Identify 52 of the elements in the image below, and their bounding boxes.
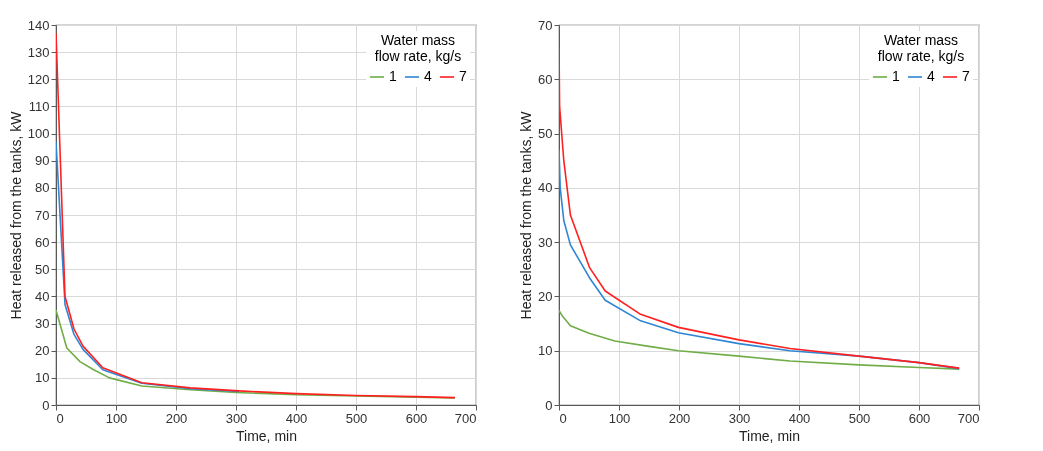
x-tick-label: 700 [957,410,980,426]
x-tick-label: 300 [728,410,751,426]
x-tick-label: 300 [225,410,248,426]
y-tick-label: 120 [27,71,50,87]
x-tick-label: 100 [105,410,128,426]
legend-label: 7 [962,68,970,84]
legend-title: Water mass flow rate, kg/s [877,32,965,64]
y-tick-label: 90 [35,153,50,169]
y-tick-label: 30 [538,234,553,250]
y-tick-label: 50 [538,126,553,142]
x-axis-title: Time, min [739,427,800,444]
y-tick-label: 0 [42,397,50,413]
line-series [559,309,960,370]
x-tick-label: 0 [559,410,567,426]
x-tick-label: 500 [848,410,871,426]
y-tick-label: 70 [538,17,553,33]
y-tick-label: 70 [35,207,50,223]
legend-label: 1 [389,68,397,84]
y-tick-label: 20 [538,288,553,304]
legend-label: 7 [459,68,467,84]
x-axis-title: Time, min [236,427,297,444]
x-tick-label: 400 [285,410,308,426]
y-axis-title: Heat released from the tanks, kW [7,110,24,320]
y-tick-label: 40 [538,180,553,196]
x-tick-label: 600 [405,410,428,426]
legend-title: Water mass flow rate, kg/s [374,32,462,64]
y-tick-label: 50 [35,261,50,277]
x-tick-label: 500 [345,410,368,426]
legend-label: 1 [892,68,900,84]
x-tick-label: 100 [608,410,631,426]
x-tick-label: 0 [56,410,64,426]
y-axis-title: Heat released from the tanks, kW [518,110,535,320]
legend-label: 4 [927,68,935,84]
x-tick-label: 200 [165,410,188,426]
x-tick-label: 200 [668,410,691,426]
y-tick-label: 60 [35,234,50,250]
y-tick-label: 60 [538,71,553,87]
y-tick-label: 80 [35,180,50,196]
x-tick-label: 600 [908,410,931,426]
y-tick-label: 0 [545,397,553,413]
y-tick-label: 110 [28,98,50,114]
y-tick-label: 130 [27,44,50,60]
y-tick-label: 20 [35,343,50,359]
x-tick-label: 700 [454,410,477,426]
y-tick-label: 140 [27,17,50,33]
y-tick-label: 100 [27,126,50,142]
y-tick-label: 10 [35,370,50,386]
y-tick-label: 10 [538,343,553,359]
legend-label: 4 [424,68,432,84]
y-tick-label: 40 [35,288,50,304]
y-tick-label: 30 [35,316,50,332]
x-tick-label: 400 [788,410,811,426]
